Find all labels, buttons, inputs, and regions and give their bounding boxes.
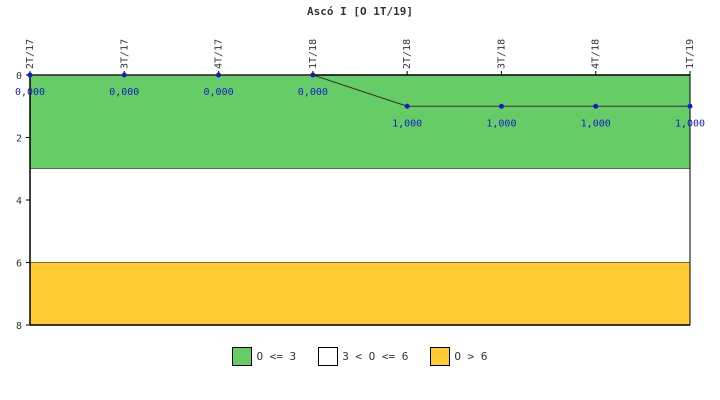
y-tick-label: 6 <box>16 259 22 270</box>
data-label: 0,000 <box>109 87 139 98</box>
x-tick-label: 1T/19 <box>685 39 696 69</box>
y-tick-label: 2 <box>16 134 22 145</box>
band-zone-3 <box>30 262 690 325</box>
legend-label-zone-3: O > 6 <box>454 349 488 363</box>
legend-swatch-zone-1 <box>232 346 253 366</box>
data-point <box>310 72 316 78</box>
legend: O <= 3 3 < O <= 6 O > 6 <box>0 344 720 368</box>
legend-item-zone-3: O > 6 <box>430 346 488 366</box>
data-point <box>121 72 127 78</box>
x-tick-label: 3T/17 <box>119 39 130 69</box>
data-label: 1,000 <box>675 118 705 129</box>
data-point <box>687 103 693 109</box>
legend-item-zone-1: O <= 3 <box>232 346 297 366</box>
legend-swatch-zone-3 <box>430 346 451 366</box>
data-point <box>404 103 410 109</box>
data-point <box>27 72 33 78</box>
x-tick-label: 2T/18 <box>402 39 413 69</box>
series-line <box>30 74 690 107</box>
chart-title: Ascó I [O 1T/19] <box>307 5 413 18</box>
x-tick-label: 2T/17 <box>25 39 36 69</box>
x-tick-label: 1T/18 <box>308 39 319 69</box>
y-tick-label: 4 <box>16 196 22 207</box>
data-label: 1,000 <box>581 118 611 129</box>
x-tick-label: 4T/18 <box>591 39 602 69</box>
data-label: 0,000 <box>204 87 234 98</box>
legend-item-zone-2: 3 < O <= 6 <box>318 346 409 366</box>
y-tick-labels: 0 2 4 6 8 <box>16 71 30 332</box>
y-tick-label: 8 <box>16 321 22 332</box>
data-label: 1,000 <box>392 118 422 129</box>
data-point <box>498 103 504 109</box>
y-tick-label: 0 <box>16 71 22 82</box>
data-label: 0,000 <box>15 87 45 98</box>
x-tick-label: 3T/18 <box>496 39 507 69</box>
data-point <box>593 103 599 109</box>
x-tick-labels: 2T/17 3T/17 4T/17 1T/18 2T/18 3T/18 4T/18 1T/19 <box>25 39 696 75</box>
series-layer: 0,000 0,000 0,000 0,000 1,000 1,000 1,000 1,000 <box>15 72 705 129</box>
data-label: 0,000 <box>298 87 328 98</box>
band-zone-2 <box>30 168 690 263</box>
x-tick-label: 4T/17 <box>214 39 225 69</box>
legend-swatch-zone-2 <box>318 346 339 366</box>
data-label: 1,000 <box>486 118 516 129</box>
legend-label-zone-2: 3 < O <= 6 <box>342 349 409 363</box>
legend-label-zone-1: O <= 3 <box>256 349 297 363</box>
data-point <box>216 72 222 78</box>
zone-bands <box>30 75 690 325</box>
